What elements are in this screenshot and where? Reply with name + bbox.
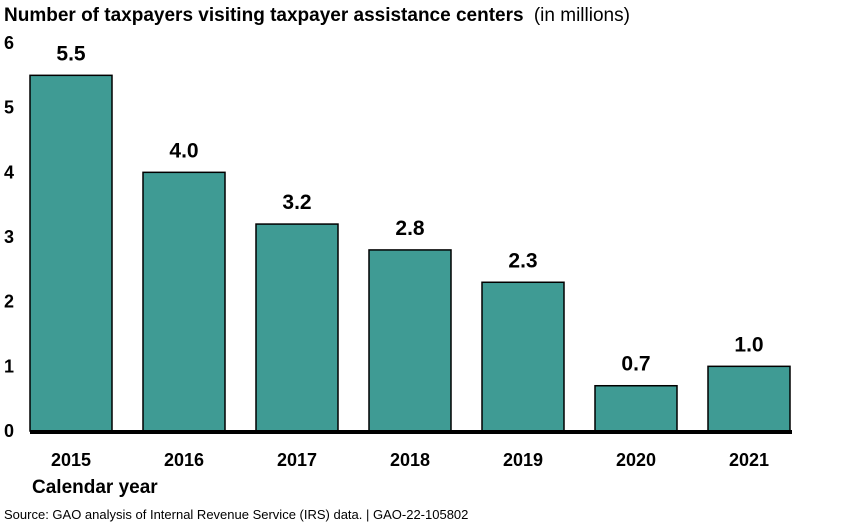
x-tick-label-2015: 2015 bbox=[51, 450, 91, 470]
y-tick-label-5: 5 bbox=[4, 98, 14, 118]
value-labels-group: 5.5 4.0 3.2 2.8 2.3 0.7 1.0 bbox=[56, 42, 763, 375]
bar-2021 bbox=[707, 365, 791, 432]
y-tick-label-4: 4 bbox=[4, 162, 14, 182]
x-tick-label-2018: 2018 bbox=[390, 450, 430, 470]
value-label-2020: 0.7 bbox=[621, 353, 650, 376]
x-axis-label: Calendar year bbox=[32, 477, 158, 498]
y-tick-label-1: 1 bbox=[4, 356, 14, 376]
value-label-2016: 4.0 bbox=[169, 139, 198, 162]
bars-group bbox=[29, 74, 791, 432]
y-tick-label-3: 3 bbox=[4, 227, 14, 247]
y-axis-ticks: 0 1 2 3 4 5 6 bbox=[4, 33, 14, 441]
value-label-2018: 2.8 bbox=[395, 217, 425, 240]
bar-2017 bbox=[255, 223, 339, 432]
chart-title-unit: (in millions) bbox=[534, 5, 630, 26]
y-tick-label-0: 0 bbox=[4, 421, 14, 441]
value-label-2021: 1.0 bbox=[734, 333, 763, 356]
chart-title-main: Number of taxpayers visiting taxpayer as… bbox=[4, 5, 524, 26]
x-tick-label-2016: 2016 bbox=[164, 450, 204, 470]
source-note: Source: GAO analysis of Internal Revenue… bbox=[4, 507, 468, 522]
bar-2018 bbox=[368, 249, 452, 432]
bar-2016 bbox=[142, 171, 226, 432]
x-tick-label-2020: 2020 bbox=[616, 450, 656, 470]
bar-2020 bbox=[594, 384, 678, 432]
chart-title: Number of taxpayers visiting taxpayer as… bbox=[4, 5, 630, 26]
x-tick-label-2017: 2017 bbox=[277, 450, 317, 470]
bar-2019 bbox=[481, 281, 565, 432]
x-tick-label-2019: 2019 bbox=[503, 450, 543, 470]
x-tick-label-2021: 2021 bbox=[729, 450, 769, 470]
y-tick-label-2: 2 bbox=[4, 292, 14, 312]
y-tick-label-6: 6 bbox=[4, 33, 14, 53]
bar-2015 bbox=[29, 74, 113, 432]
value-label-2017: 3.2 bbox=[282, 191, 311, 214]
value-label-2015: 5.5 bbox=[56, 42, 86, 65]
value-label-2019: 2.3 bbox=[508, 249, 537, 272]
x-axis-ticks: 2015 2016 2017 2018 2019 2020 2021 bbox=[51, 450, 769, 470]
